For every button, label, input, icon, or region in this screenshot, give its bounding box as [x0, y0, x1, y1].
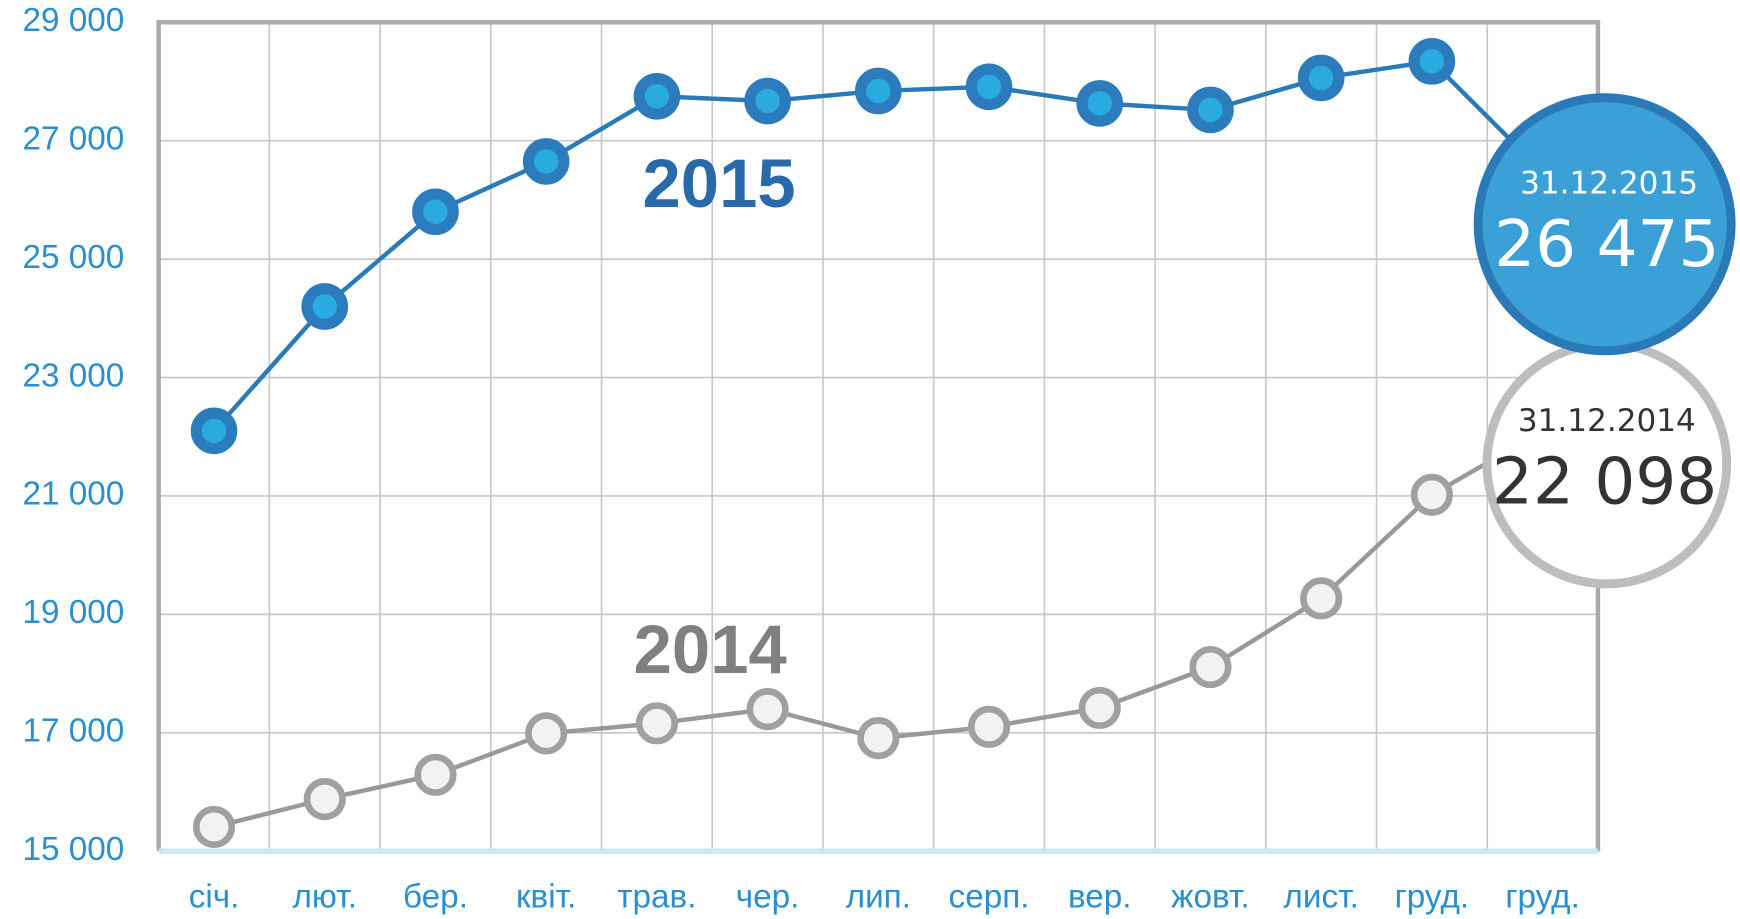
marker: [192, 805, 236, 849]
marker: [1078, 686, 1121, 730]
callout-date: 31.12.2015: [1520, 165, 1698, 201]
x-tick-label: чер.: [736, 879, 800, 916]
marker: [746, 688, 789, 731]
callout-bubble: [1473, 93, 1736, 356]
marker: [1189, 645, 1232, 689]
x-tick-label: груд.: [1505, 879, 1579, 916]
x-tick-label: квіт.: [516, 879, 576, 916]
callout-value: 26 475: [1494, 207, 1719, 282]
x-tick-label: лип.: [846, 879, 911, 916]
x-tick-label: січ.: [189, 879, 240, 916]
marker: [635, 702, 678, 745]
series-label: 2015: [643, 145, 796, 222]
y-tick-label: 17 000: [22, 713, 124, 750]
x-tick-label: лют.: [293, 879, 357, 916]
marker: [303, 778, 346, 821]
y-tick-label: 19 000: [22, 594, 124, 631]
x-tick-label: лист.: [1283, 879, 1358, 916]
marker: [855, 67, 902, 115]
marker: [1187, 86, 1234, 134]
y-tick-label: 23 000: [22, 357, 124, 394]
x-tick-label: бер.: [403, 879, 468, 916]
series-line: [213, 429, 1544, 830]
marker: [744, 77, 791, 125]
marker: [414, 753, 457, 796]
y-tick-label: 15 000: [22, 831, 124, 868]
series-label: 2014: [634, 611, 787, 688]
marker: [1076, 80, 1124, 127]
series-line: [212, 58, 1545, 433]
marker: [965, 63, 1013, 111]
y-tick-label: 21 000: [22, 476, 124, 513]
y-tick-label: 27 000: [22, 120, 124, 157]
marker: [967, 705, 1011, 748]
marker: [1408, 38, 1456, 85]
marker: [1410, 473, 1453, 516]
marker: [525, 712, 568, 755]
marker: [190, 407, 238, 455]
callout-date: 31.12.2014: [1518, 403, 1696, 439]
x-tick-label: вер.: [1068, 879, 1132, 916]
x-tick-label: трав.: [617, 879, 696, 916]
callout-value: 22 098: [1492, 445, 1717, 520]
marker: [1300, 577, 1343, 620]
marker: [301, 283, 349, 330]
marker: [522, 138, 570, 185]
marker: [633, 72, 681, 120]
marker: [412, 188, 459, 236]
x-tick-label: груд.: [1395, 879, 1469, 916]
y-tick-label: 25 000: [22, 239, 124, 276]
marker: [857, 717, 900, 760]
marker: [1297, 54, 1345, 102]
y-tick-label: 29 000: [22, 2, 124, 39]
x-tick-label: серп.: [949, 879, 1030, 916]
x-tick-label: жовт.: [1171, 879, 1250, 916]
